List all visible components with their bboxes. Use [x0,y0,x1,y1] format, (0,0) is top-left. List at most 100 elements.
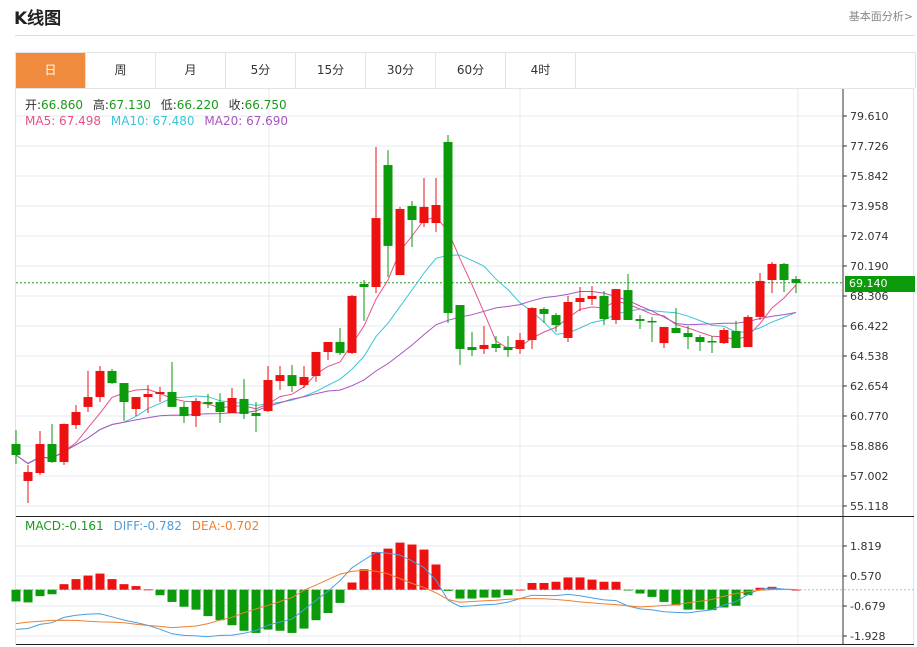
candle [563,295,573,342]
macd-bar [263,589,273,630]
macd-bar [107,579,117,590]
current-price-label: 69.140 [845,276,915,292]
price-axis-label: 66.422 [850,320,889,333]
macd-bar [179,589,189,607]
low-label: 低: [160,98,177,112]
macd-bar [119,584,129,590]
candle [647,316,657,342]
candle [635,315,645,330]
ma10-line [15,254,797,465]
macd-bar [659,589,669,602]
candle [611,289,621,324]
fundamental-analysis-link[interactable]: 基本面分析> [848,10,913,23]
candle-body [635,319,645,321]
macd-axis-label: -0.679 [850,600,885,613]
macd-bar [191,589,201,610]
candle [551,312,561,332]
price-axis-label: 73.958 [850,200,889,213]
candle-body [299,376,309,385]
macd-bar [419,549,429,590]
candle-body [431,205,441,224]
candle [311,351,321,382]
candle-body [527,308,537,341]
candle [359,280,369,321]
close-value: 66.750 [244,98,287,112]
macd-bar [11,589,21,602]
low-value: 66.220 [176,98,219,112]
candle [275,366,285,391]
tab-month[interactable]: 月 [156,53,226,88]
page-title: K线图 [14,9,62,29]
tab-15min[interactable]: 15分 [296,53,366,88]
candle [203,394,213,409]
candle-body [575,298,585,302]
price-axis-label: 72.074 [850,230,889,243]
macd-bar [347,582,357,590]
candle [71,405,81,430]
tab-60min[interactable]: 60分 [436,53,506,88]
ma5-line [15,216,797,465]
candle-body [395,208,405,276]
candle-body [335,341,345,353]
macd-bar [455,589,465,599]
candle-body [695,337,705,342]
candle-body [239,398,249,414]
candle-body [743,316,753,348]
candle-body [491,344,501,349]
candle [467,331,477,356]
macd-axis-label: 1.819 [850,540,882,553]
candle-body [719,330,729,344]
macd-bar [275,589,285,631]
candle [35,430,45,476]
candle-body [59,423,69,463]
tab-week[interactable]: 周 [86,53,156,88]
open-value: 66.860 [41,98,84,112]
candle-body [599,295,609,320]
macd-bar [59,584,69,590]
tab-30min[interactable]: 30分 [366,53,436,88]
candle-body [323,341,333,352]
tab-4hour[interactable]: 4时 [506,53,576,88]
price-axis-label: 57.002 [850,470,889,483]
candle-body [191,401,201,416]
ma5-legend: MA5: 67.498 [25,114,102,128]
candle [155,386,165,402]
macd-bar [239,589,249,631]
macd-bar [539,582,549,590]
candle-body [563,301,573,338]
candle [191,398,201,427]
candle-body [707,341,717,343]
price-axis-label: 64.538 [850,350,889,363]
macd-bar [311,589,321,621]
ma20-legend: MA20: 67.690 [204,114,289,128]
candle-body [515,340,525,349]
tab-5min[interactable]: 5分 [226,53,296,88]
macd-bar [83,575,93,590]
candle [587,286,597,306]
candle [371,147,381,294]
macd-bar [155,589,165,596]
candle [767,262,777,294]
candle-body [179,406,189,416]
candle [527,307,537,349]
macd-bar [695,589,705,610]
candle [83,370,93,413]
candle [419,177,429,227]
macd-bar [743,589,753,596]
candle-body [443,141,453,313]
macd-bar [515,589,525,591]
tab-day[interactable]: 日 [16,53,86,88]
candle [695,334,705,352]
macd-bar [599,581,609,590]
macd-bar [503,589,513,596]
candle [107,369,117,384]
macd-bar [443,589,453,591]
candle [455,305,465,366]
candle-body [791,279,801,284]
macd-bar [467,589,477,599]
candle-body [35,444,45,474]
price-axis-label: 68.306 [850,290,889,303]
candle-body [551,315,561,326]
candle-body [119,383,129,402]
